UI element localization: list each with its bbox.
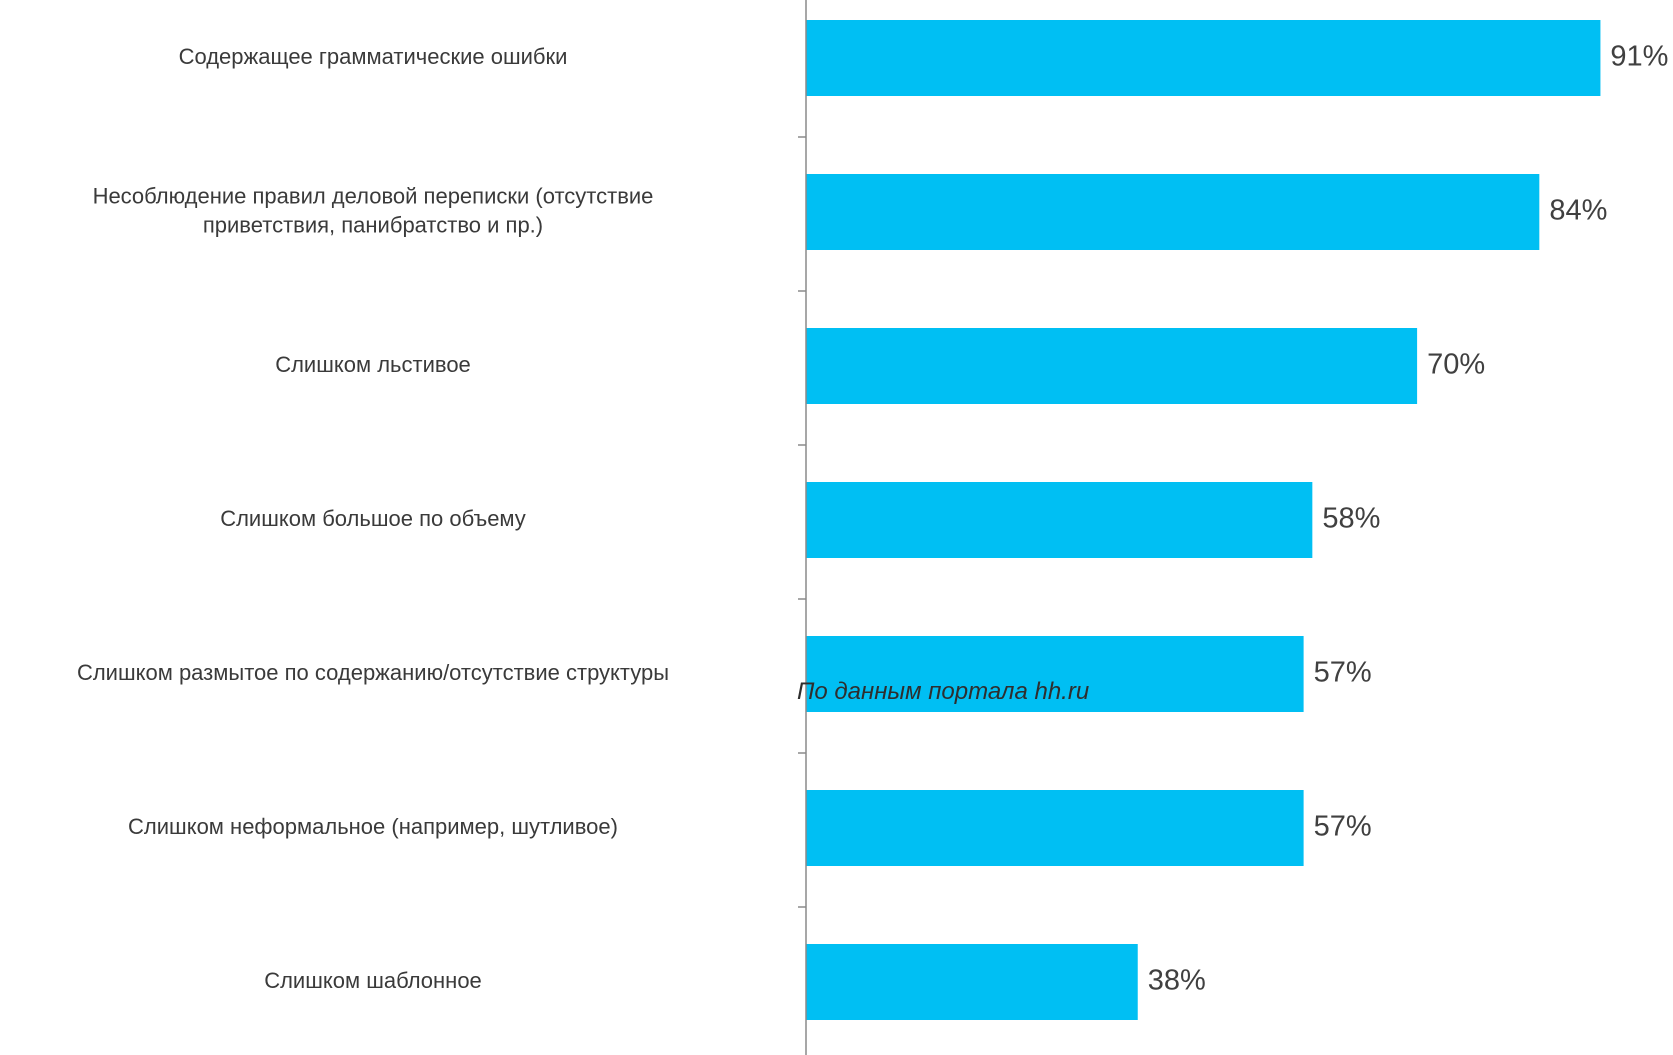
category-label: Слишком шаблонное: [264, 968, 482, 993]
value-label: 91%: [1610, 41, 1668, 73]
category-label: Слишком неформальное (например, шутливое…: [128, 814, 618, 839]
value-label: 57%: [1314, 811, 1372, 843]
category-label-line: Несоблюдение правил деловой переписки (о…: [93, 183, 654, 208]
bar: [806, 636, 1304, 712]
category-axis: [798, 0, 807, 1055]
category-label: Содержащее грамматические ошибки: [179, 44, 568, 69]
category-label-line: Слишком льстивое: [275, 352, 471, 377]
category-label-line: Слишком большое по объему: [220, 506, 526, 531]
value-label: 38%: [1148, 965, 1206, 997]
category-label: Слишком льстивое: [275, 352, 471, 377]
category-label: Несоблюдение правил деловой переписки (о…: [93, 183, 654, 237]
value-label: 57%: [1314, 657, 1372, 689]
category-label-line: Слишком неформальное (например, шутливое…: [128, 814, 618, 839]
category-label: Слишком большое по объему: [220, 506, 526, 531]
source-annotation: По данным портала hh.ru: [797, 678, 1090, 705]
value-label: 70%: [1427, 349, 1485, 381]
category-labels: Содержащее грамматические ошибки Несоблюд…: [77, 44, 669, 993]
value-labels: 91% 84% 70% 58% 57% 57% 38%: [1148, 41, 1669, 997]
category-label-line: Слишком размытое по содержанию/отсутстви…: [77, 660, 669, 685]
category-label-line: приветствия, панибратство и пр.): [203, 212, 543, 237]
category-label-line: Содержащее грамматические ошибки: [179, 44, 568, 69]
bar: [806, 482, 1313, 558]
bar: [806, 944, 1138, 1020]
bar: [806, 328, 1418, 404]
bars: [806, 20, 1601, 1020]
value-label: 58%: [1322, 503, 1380, 535]
category-label-line: Слишком шаблонное: [264, 968, 482, 993]
bar: [806, 790, 1304, 866]
bar: [806, 20, 1601, 96]
category-label: Слишком размытое по содержанию/отсутстви…: [77, 660, 669, 685]
bar: [806, 174, 1540, 250]
value-label: 84%: [1549, 195, 1607, 227]
